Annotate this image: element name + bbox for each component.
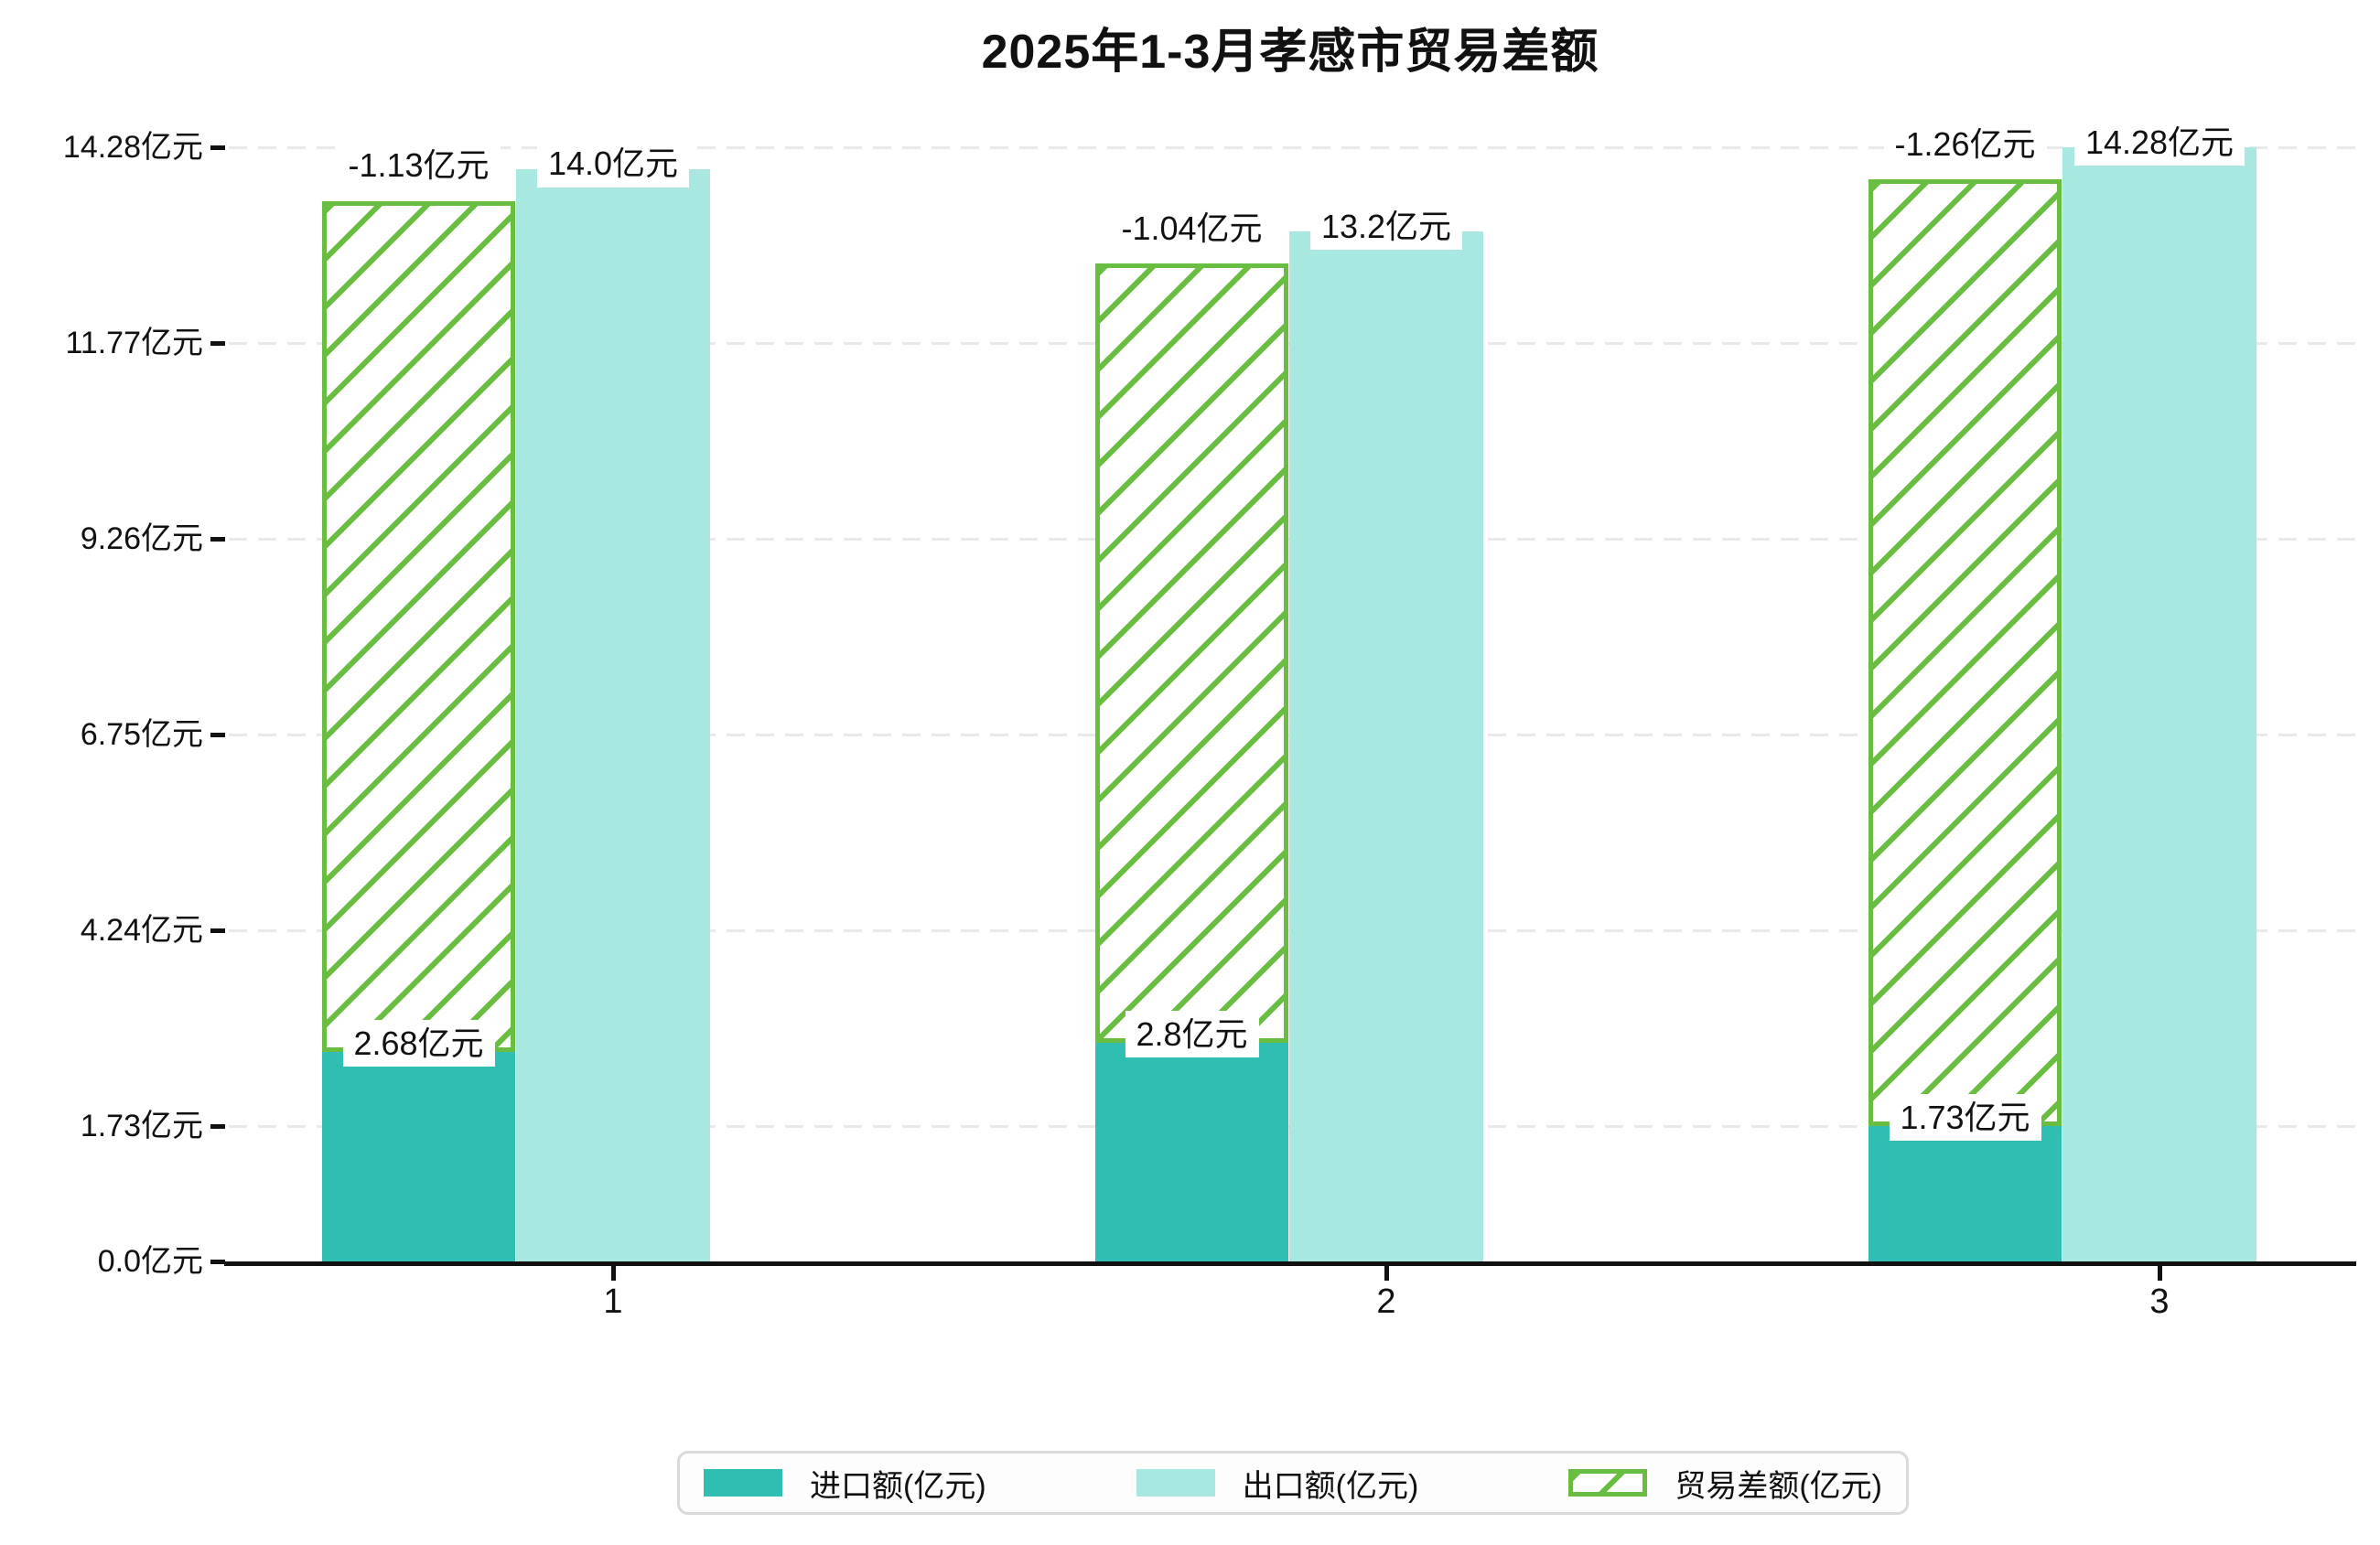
legend: 进口额(亿元) 出口额(亿元) 贸易差额(亿元) xyxy=(677,1451,1909,1515)
export-value-label: 13.2亿元 xyxy=(1309,202,1463,251)
x-axis-category-label: 2 xyxy=(1376,1282,1396,1321)
y-axis-tick-label: 14.28亿元 xyxy=(62,129,203,165)
trade-balance-value-label: -1.04亿元 xyxy=(1110,204,1274,252)
bar-import-2 xyxy=(1095,1043,1288,1261)
y-axis-tick-label: 9.26亿元 xyxy=(80,521,203,557)
legend-item-import: 进口额(亿元) xyxy=(704,1461,986,1506)
y-axis-tick xyxy=(210,928,225,934)
y-axis-tick-label: 0.0亿元 xyxy=(97,1244,203,1279)
y-axis-tick-label: 1.73亿元 xyxy=(80,1109,203,1144)
legend-label-balance: 贸易差额(亿元) xyxy=(1675,1468,1882,1504)
trade-balance-swatch-icon xyxy=(1568,1469,1648,1497)
y-axis-tick xyxy=(210,341,225,347)
x-axis-tick xyxy=(1384,1266,1389,1281)
legend-item-balance: 贸易差额(亿元) xyxy=(1568,1461,1882,1506)
y-axis-tick xyxy=(210,1260,225,1264)
x-axis-category-label: 3 xyxy=(2149,1282,2170,1321)
trade-balance-value-label: -1.13亿元 xyxy=(337,142,501,189)
trade-balance-value-label: -1.26亿元 xyxy=(1883,120,2047,167)
bar-import-1 xyxy=(322,1052,515,1261)
import-value-label: 2.68亿元 xyxy=(342,1020,495,1068)
export-value-label: 14.0亿元 xyxy=(536,140,690,188)
import-value-label: 2.8亿元 xyxy=(1125,1010,1259,1058)
legend-label-import: 进口额(亿元) xyxy=(810,1468,986,1504)
legend-item-export: 出口额(亿元) xyxy=(1136,1461,1419,1506)
import-value-label: 1.73亿元 xyxy=(1889,1094,2041,1142)
y-axis-tick-label: 4.24亿元 xyxy=(80,913,203,949)
bar-trade-balance-2 xyxy=(1095,263,1288,1044)
gridline xyxy=(229,145,2356,149)
bar-trade-balance-1 xyxy=(322,200,515,1053)
y-axis-tick xyxy=(210,733,225,738)
y-axis-tick xyxy=(210,145,225,150)
bar-import-3 xyxy=(1868,1126,2062,1261)
y-axis-tick-label: 6.75亿元 xyxy=(80,717,203,753)
bar-export-3 xyxy=(2062,146,2256,1261)
y-axis-tick xyxy=(210,537,225,542)
x-axis-line xyxy=(224,1261,2356,1266)
export-swatch-icon xyxy=(1136,1469,1215,1497)
y-axis-tick xyxy=(210,1124,225,1130)
import-swatch-icon xyxy=(704,1469,782,1497)
x-axis-category-label: 1 xyxy=(603,1282,623,1321)
bar-export-1 xyxy=(516,168,710,1261)
export-value-label: 14.28亿元 xyxy=(2073,118,2245,166)
chart-title: 2025年1-3月孝感市贸易差额 xyxy=(981,26,1599,79)
bar-trade-balance-3 xyxy=(1868,178,2062,1127)
x-axis-tick xyxy=(2158,1266,2162,1281)
legend-label-export: 出口额(亿元) xyxy=(1242,1468,1419,1504)
x-axis-tick xyxy=(611,1266,616,1281)
y-axis-tick-label: 11.77亿元 xyxy=(65,326,203,361)
bar-export-2 xyxy=(1289,231,1483,1261)
